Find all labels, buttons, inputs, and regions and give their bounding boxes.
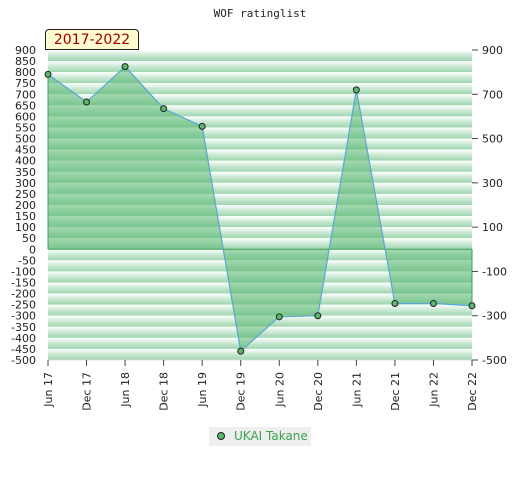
data-point: [44, 70, 52, 78]
x-axis-ticks: Jun 17 Dec 17 Jun 18 Dec 18 Jun 19 Dec 19 Jun …: [42, 360, 479, 411]
data-point: [468, 302, 476, 310]
bg-band: [48, 138, 472, 150]
left-tick-label: 150: [15, 210, 36, 223]
left-tick-label: 250: [15, 188, 36, 201]
left-tick-label: 50: [22, 232, 36, 245]
left-tick-label: 400: [15, 155, 36, 168]
left-tick-label: -150: [11, 277, 36, 290]
bg-band: [48, 227, 472, 239]
bg-band: [48, 160, 472, 172]
right-tick-label: -100: [482, 265, 507, 278]
left-tick-label: -50: [18, 254, 36, 267]
x-tick-label: Dec 17: [81, 372, 94, 411]
bg-band: [48, 50, 472, 62]
left-tick-label: 650: [15, 99, 36, 112]
data-points: [44, 63, 476, 355]
right-tick-label: 300: [482, 177, 503, 190]
data-point: [83, 98, 91, 106]
left-tick-label: -400: [11, 332, 36, 345]
right-axis-ticks: 900 700 500 300 100 -100 -300 -500: [472, 44, 507, 367]
bg-band: [48, 105, 472, 117]
legend-label: UKAI Takane: [234, 429, 308, 443]
x-tick-label: Dec 19: [235, 372, 248, 411]
left-tick-label: 750: [15, 77, 36, 90]
left-tick-label: -500: [11, 354, 36, 367]
left-axis-ticks: 9008508007507006506005505004504003503002…: [11, 44, 36, 367]
left-tick-label: 300: [15, 177, 36, 190]
bg-band: [48, 182, 472, 194]
x-tick-label: Dec 22: [466, 372, 479, 411]
legend-marker-icon: [217, 432, 225, 440]
data-point: [314, 312, 322, 320]
x-tick-label: Jun 17: [42, 372, 55, 408]
bg-band: [48, 72, 472, 84]
period-badge: 2017-2022: [45, 29, 139, 50]
x-tick-label: Jun 20: [273, 372, 286, 408]
bg-band: [48, 127, 472, 139]
left-tick-label: -450: [11, 343, 36, 356]
bg-band: [48, 116, 472, 128]
legend[interactable]: UKAI Takane: [209, 427, 311, 446]
bg-band: [48, 149, 472, 161]
left-tick-label: -200: [11, 288, 36, 301]
left-tick-label: 850: [15, 55, 36, 68]
x-tick-label: Jun 22: [427, 372, 440, 408]
left-tick-label: 600: [15, 110, 36, 123]
right-tick-label: 900: [482, 44, 503, 57]
series-line: [47, 65, 473, 353]
bg-band: [48, 348, 472, 360]
data-point: [429, 300, 437, 308]
bg-band: [48, 205, 472, 217]
series-area: [48, 66, 472, 352]
left-tick-label: -350: [11, 321, 36, 334]
left-tick-label: 0: [29, 243, 36, 256]
bg-band: [48, 337, 472, 349]
left-tick-label: 450: [15, 144, 36, 157]
left-tick-label: 800: [15, 66, 36, 79]
right-tick-label: 100: [482, 221, 503, 234]
x-tick-label: Dec 18: [158, 372, 171, 411]
data-point: [198, 122, 206, 130]
bg-band: [48, 171, 472, 183]
left-tick-label: 550: [15, 122, 36, 135]
left-tick-label: 100: [15, 221, 36, 234]
bg-band: [48, 193, 472, 205]
x-tick-label: Dec 20: [312, 372, 325, 411]
x-tick-label: Jun 18: [119, 372, 132, 408]
right-tick-label: -300: [482, 310, 507, 323]
data-point: [121, 63, 129, 71]
bg-band: [48, 94, 472, 106]
left-tick-label: 700: [15, 88, 36, 101]
x-tick-label: Jun 21: [350, 372, 363, 408]
data-point: [352, 86, 360, 94]
left-tick-label: 900: [15, 44, 36, 57]
data-point: [391, 300, 399, 308]
right-tick-label: 700: [482, 88, 503, 101]
bg-band: [48, 83, 472, 95]
data-point: [275, 313, 283, 321]
area-fill: [47, 65, 473, 353]
left-tick-label: 500: [15, 133, 36, 146]
bg-band: [48, 61, 472, 73]
left-tick-label: 350: [15, 166, 36, 179]
data-point: [237, 347, 245, 355]
bg-band: [48, 238, 472, 250]
left-tick-label: -250: [11, 299, 36, 312]
left-tick-label: -100: [11, 265, 36, 278]
right-tick-label: -500: [482, 354, 507, 367]
left-tick-label: 200: [15, 199, 36, 212]
chart-title: WOF ratinglist: [214, 7, 307, 20]
right-tick-label: 500: [482, 133, 503, 146]
x-tick-label: Dec 21: [389, 372, 402, 411]
left-tick-label: -300: [11, 310, 36, 323]
bg-band: [48, 216, 472, 228]
x-tick-label: Jun 19: [196, 372, 209, 408]
data-point: [160, 105, 168, 113]
